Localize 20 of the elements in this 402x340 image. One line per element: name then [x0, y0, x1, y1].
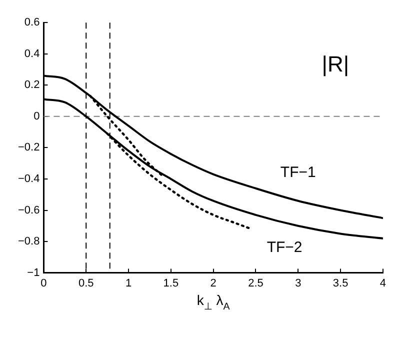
- x-tick-label: 2.5: [248, 277, 264, 290]
- x-tick-label: 1: [125, 277, 132, 290]
- y-tick-label: 0.4: [24, 48, 40, 60]
- annotation: TF−1: [280, 164, 316, 181]
- y-tick-label: 0.6: [24, 16, 40, 29]
- y-tick-label: −0.2: [18, 142, 40, 154]
- y-tick-label: −0.8: [18, 236, 40, 248]
- y-tick-label: 0.2: [24, 79, 40, 92]
- y-tick-label: −0.6: [18, 204, 40, 216]
- text: |R|: [322, 52, 350, 77]
- annotation: TF−2: [266, 238, 302, 256]
- x-tick-label: 4: [380, 277, 386, 290]
- x-tick-label: 2: [210, 277, 216, 290]
- x-tick-label: 3.5: [332, 277, 348, 290]
- x-tick-label: 0.5: [78, 277, 94, 290]
- y-tick-label: −1: [27, 266, 40, 279]
- x-tick-label: 1.5: [163, 277, 179, 290]
- y-tick-label: −0.4: [18, 173, 40, 186]
- x-tick-label: 3: [295, 277, 302, 290]
- y-tick-label: 0: [34, 110, 40, 122]
